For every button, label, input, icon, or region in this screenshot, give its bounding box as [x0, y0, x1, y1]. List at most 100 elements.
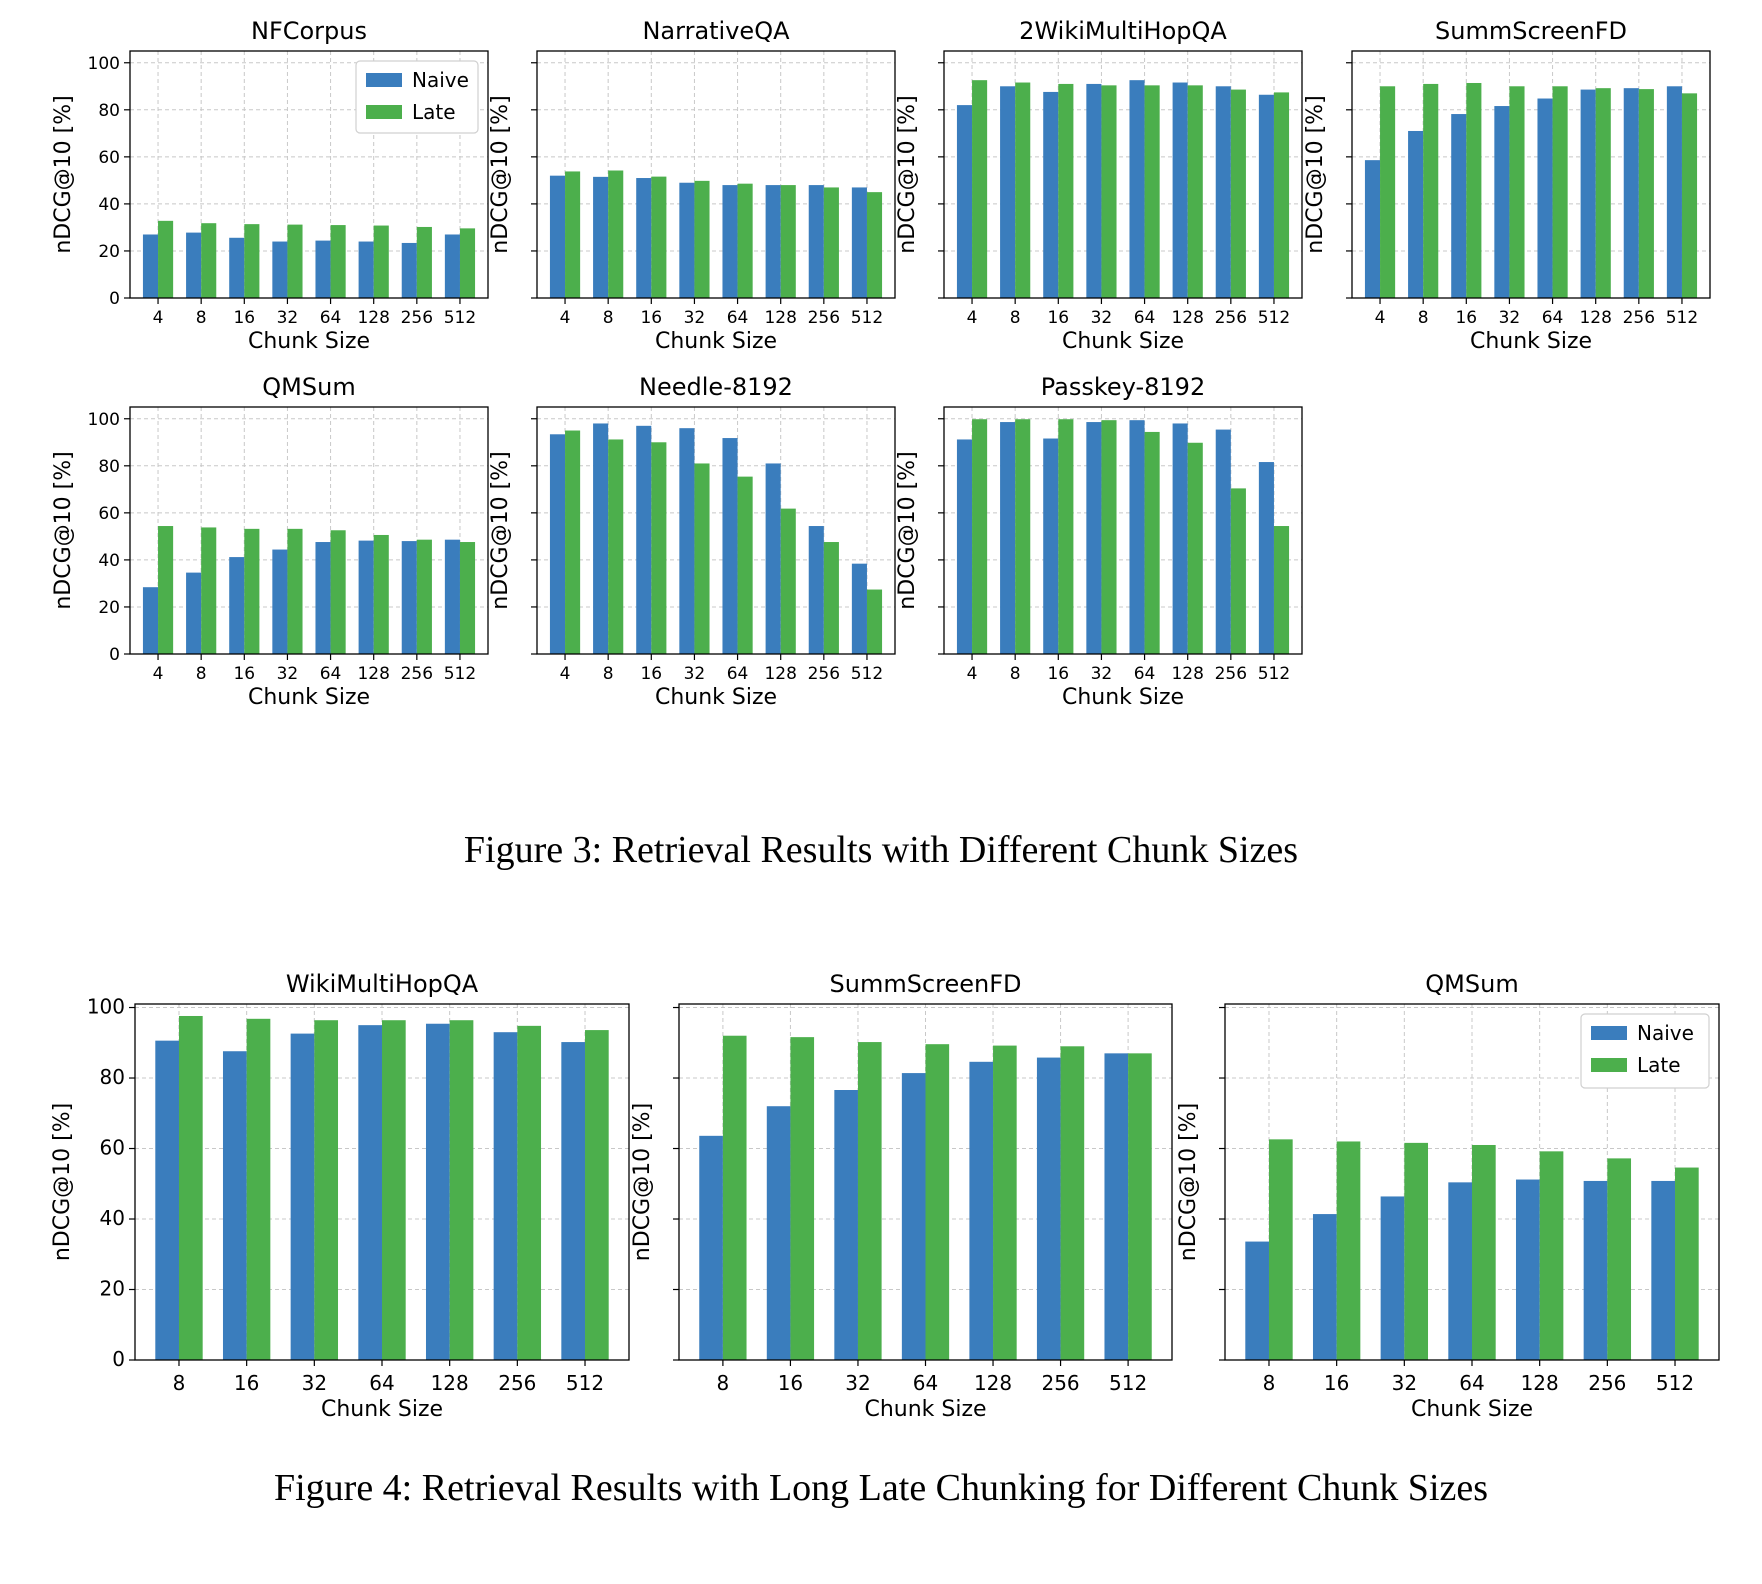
bar-naive-256: [1215, 429, 1231, 654]
x-tick-label: 4: [560, 664, 571, 684]
bar-naive-32: [290, 1033, 315, 1360]
y-tick-label: 0: [112, 1347, 125, 1371]
legend-label-naive: Naive: [412, 68, 469, 92]
bar-late-64: [330, 225, 346, 298]
bar-late-4: [1380, 86, 1396, 299]
x-tick-label: 8: [1010, 308, 1021, 328]
chart-title: Passkey-8192: [1041, 373, 1205, 401]
plot-frame: [129, 406, 489, 655]
x-tick-label: 128: [357, 308, 389, 328]
bar-late-512: [585, 1030, 609, 1360]
bar-late-32: [287, 528, 303, 654]
bar-late-256: [1230, 488, 1246, 654]
x-axis-label: Chunk Size: [1411, 1397, 1533, 1422]
x-tick-label: 128: [764, 308, 796, 328]
bar-late-512: [459, 228, 476, 298]
plot-frame: [536, 406, 896, 655]
bar-late-4: [972, 419, 988, 654]
bar-naive-512: [444, 234, 460, 298]
bar-late-512: [866, 589, 883, 654]
bar-naive-256: [1583, 1180, 1608, 1360]
legend: Naive Late: [1580, 1013, 1710, 1089]
x-tick-label: 256: [808, 664, 840, 684]
bar-naive-128: [358, 540, 374, 654]
y-tick-label: 0: [109, 289, 120, 309]
y-tick-label: 80: [98, 101, 120, 121]
bar-late-512: [1273, 526, 1290, 654]
bar-late-16: [790, 1037, 815, 1360]
x-tick-label: 32: [277, 664, 299, 684]
legend-label-late: Late: [1637, 1053, 1681, 1077]
x-axis-label: Chunk Size: [1062, 329, 1184, 354]
bar-naive-64: [722, 185, 738, 298]
bar-naive-8: [593, 423, 609, 654]
bar-late-128: [373, 225, 389, 298]
x-tick-label: 8: [1418, 308, 1429, 328]
x-tick-label: 512: [1258, 664, 1290, 684]
bar-naive-64: [1129, 420, 1145, 654]
chart-title: QMSum: [1425, 970, 1518, 998]
bar-late-16: [1058, 419, 1074, 654]
plot-frame: [536, 50, 896, 299]
chart-8: 0 20 40 60 80 100 8 16 32 64 128 256 512 WikiMultiHop…: [50, 970, 630, 1422]
bar-late-64: [737, 476, 753, 654]
legend-swatch-late: [1591, 1058, 1627, 1072]
x-tick-label: 128: [431, 1371, 469, 1395]
bar-late-64: [1552, 86, 1568, 299]
bar-late-128: [449, 1020, 474, 1360]
bar-late-64: [1472, 1144, 1496, 1360]
x-tick-label: 4: [1375, 308, 1386, 328]
bar-naive-512: [1104, 1053, 1129, 1360]
bar-late-128: [1187, 442, 1203, 654]
y-axis-label: nDCG@10 [%]: [895, 451, 920, 609]
x-tick-label: 256: [1623, 308, 1655, 328]
bar-naive-256: [401, 242, 417, 298]
y-tick-label: 100: [88, 410, 120, 430]
x-axis-label: Chunk Size: [321, 1397, 443, 1422]
bar-naive-4: [956, 439, 973, 654]
bar-late-16: [246, 1018, 271, 1360]
x-tick-label: 256: [401, 664, 433, 684]
bar-naive-8: [1245, 1241, 1269, 1360]
x-tick-label: 64: [913, 1371, 938, 1395]
bar-late-16: [1336, 1141, 1361, 1360]
y-tick-label: 40: [98, 195, 120, 215]
x-tick-label: 16: [778, 1371, 803, 1395]
x-tick-label: 16: [640, 308, 662, 328]
bar-late-256: [823, 542, 839, 654]
plot-frame: [943, 50, 1303, 299]
bar-naive-64: [901, 1073, 926, 1360]
x-tick-label: 16: [1455, 308, 1477, 328]
y-tick-label: 20: [98, 598, 120, 618]
x-tick-label: 512: [566, 1371, 604, 1395]
bar-naive-32: [1086, 422, 1102, 654]
x-tick-label: 512: [444, 308, 476, 328]
bar-late-8: [201, 527, 217, 654]
x-tick-label: 8: [603, 664, 614, 684]
x-tick-label: 8: [1263, 1371, 1276, 1395]
x-tick-label: 512: [851, 664, 883, 684]
bar-naive-256: [1623, 88, 1639, 298]
x-tick-label: 256: [498, 1371, 536, 1395]
figure-3-caption: Figure 3: Retrieval Results with Differe…: [463, 829, 1299, 871]
x-tick-label: 32: [684, 308, 706, 328]
bar-late-8: [608, 439, 624, 654]
legend-swatch-naive: [366, 73, 402, 87]
x-tick-label: 32: [1091, 664, 1113, 684]
bar-late-256: [416, 539, 432, 654]
chart-10: 8 16 32 64 128 256 512 QMSum Chunk Size nDCG@10 […: [1176, 970, 1720, 1422]
legend-swatch-late: [366, 105, 402, 119]
bar-late-32: [694, 463, 710, 654]
x-tick-label: 32: [1392, 1371, 1417, 1395]
bar-late-512: [459, 542, 476, 654]
bar-late-32: [314, 1020, 339, 1360]
x-axis-label: Chunk Size: [655, 685, 777, 710]
bar-naive-64: [1129, 80, 1145, 298]
bar-naive-128: [358, 241, 374, 298]
x-tick-label: 256: [401, 308, 433, 328]
chart-3: 4 8 16 32 64 128 256 512 2WikiMultiHopQA Chunk Si…: [895, 17, 1303, 354]
y-tick-label: 40: [98, 551, 120, 571]
bar-late-128: [993, 1045, 1017, 1360]
bar-late-32: [857, 1042, 882, 1360]
y-tick-label: 60: [100, 1136, 125, 1160]
